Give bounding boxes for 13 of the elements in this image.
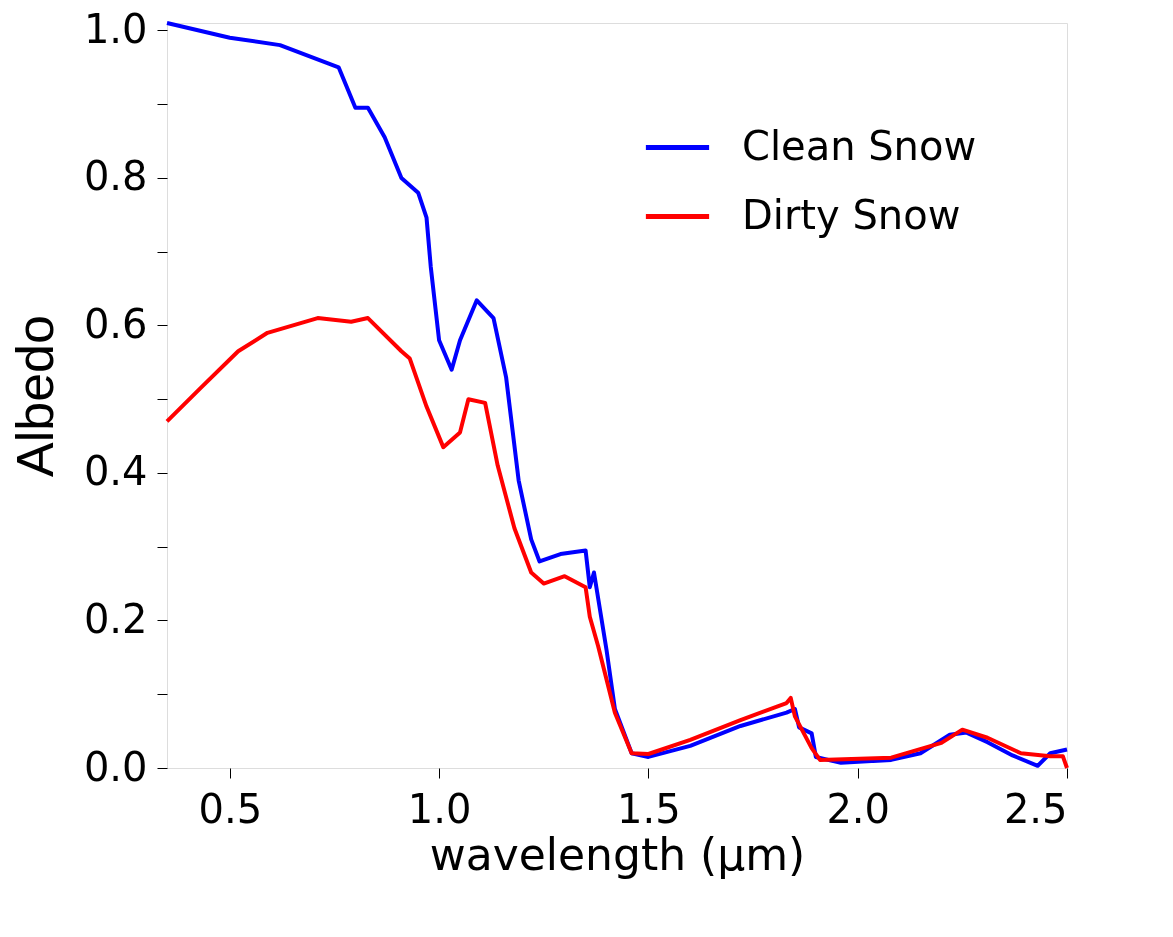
y-axis-title: Albedo xyxy=(5,315,64,477)
x-tick-label: 2.0 xyxy=(826,785,891,832)
y-tick-label: 0.0 xyxy=(83,743,148,790)
y-tick-label: 0.2 xyxy=(83,595,148,642)
y-tick-label: 0.4 xyxy=(83,448,148,495)
legend-label: Clean Snow xyxy=(742,122,977,169)
x-tick-label: 0.5 xyxy=(198,785,263,832)
x-tick-label: 2.5 xyxy=(1003,785,1068,832)
y-tick-label: 1.0 xyxy=(83,5,148,52)
legend-label: Dirty Snow xyxy=(742,191,961,238)
y-tick-label: 0.6 xyxy=(83,300,148,347)
y-tick-label: 0.8 xyxy=(83,153,148,200)
line-series xyxy=(165,316,1069,770)
